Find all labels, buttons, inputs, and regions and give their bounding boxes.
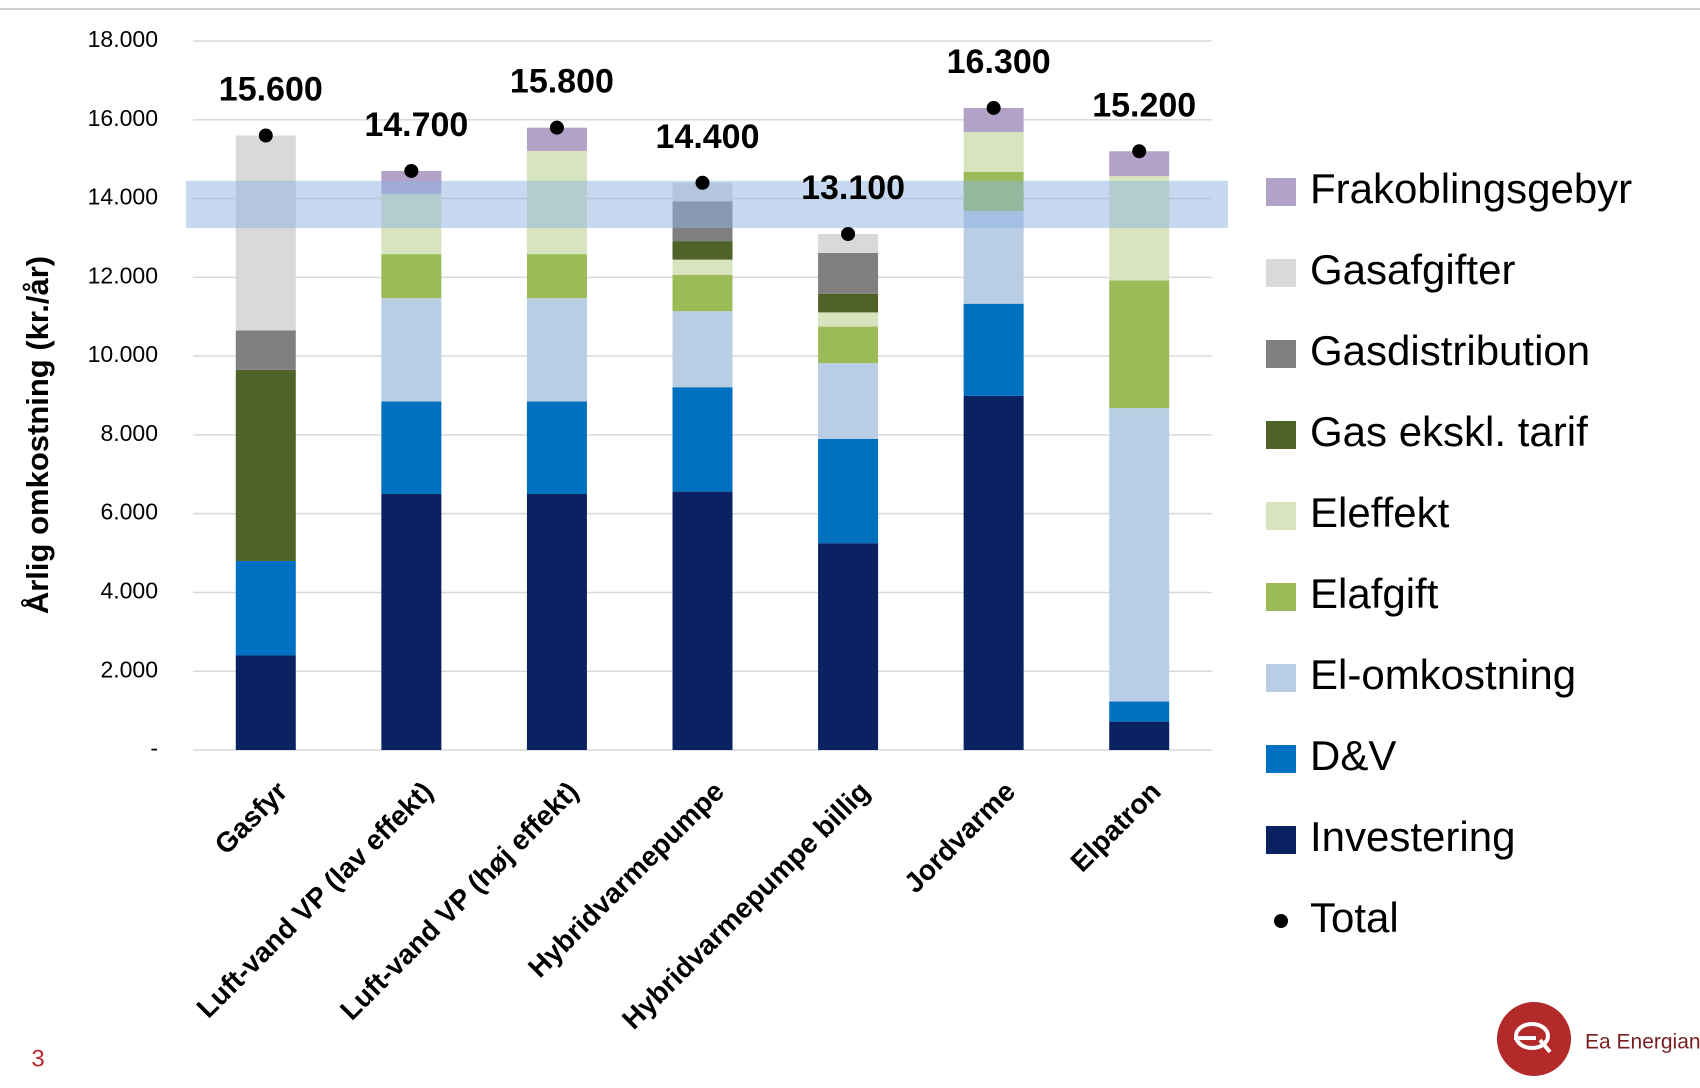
total-dot xyxy=(695,175,710,190)
total-label: 15.800 xyxy=(510,63,614,101)
total-dot xyxy=(986,100,1001,115)
logo-glyph xyxy=(1514,1022,1552,1054)
bar-segment xyxy=(963,303,1024,396)
total-label: 14.700 xyxy=(364,106,468,144)
total-dot xyxy=(841,227,856,242)
bar-segment xyxy=(818,234,879,253)
bar-segment xyxy=(672,241,733,260)
total-dot xyxy=(549,120,564,135)
bar-segment xyxy=(235,655,296,750)
legend-label: Eleffekt xyxy=(1310,489,1450,536)
legend-label: Gasafgifter xyxy=(1310,246,1515,293)
legend-label: D&V xyxy=(1310,732,1396,779)
bar-segment xyxy=(526,493,587,750)
y-tick-label: 18.000 xyxy=(88,26,158,52)
total-label: 15.600 xyxy=(219,71,323,109)
legend-swatch xyxy=(1266,421,1296,449)
logo-text: Ea Energian xyxy=(1585,1031,1700,1054)
bar-segment xyxy=(963,395,1024,750)
bar-segment xyxy=(526,254,587,299)
legend-swatch xyxy=(1266,178,1296,206)
y-tick-label: - xyxy=(150,735,158,761)
bar-segment xyxy=(381,493,442,750)
y-tick-label: 2.000 xyxy=(100,656,158,682)
bar-segment xyxy=(526,127,587,151)
bar-segment xyxy=(1109,408,1170,702)
page-number: 3 xyxy=(31,1045,44,1072)
y-tick-label: 8.000 xyxy=(100,420,158,446)
legend-label: Elafgift xyxy=(1310,570,1439,617)
bar-segment xyxy=(1109,701,1170,722)
y-axis-title: Årlig omkostning (kr./år) xyxy=(20,256,55,614)
bar-segment xyxy=(381,298,442,402)
legend-swatch xyxy=(1266,664,1296,692)
legend-swatch xyxy=(1266,259,1296,287)
legend-swatch xyxy=(1266,583,1296,611)
y-tick-label: 14.000 xyxy=(88,184,158,210)
legend-swatch xyxy=(1266,826,1296,854)
bar-segment xyxy=(235,369,296,561)
bar-segment xyxy=(235,330,296,370)
bar-segment xyxy=(818,293,879,313)
bar-segment xyxy=(235,560,296,656)
bar-segment xyxy=(672,491,733,750)
total-dot xyxy=(258,128,273,143)
bar-segment xyxy=(235,135,296,331)
legend-label: Frakoblingsgebyr xyxy=(1310,165,1632,212)
bar-segment xyxy=(818,363,879,439)
bar-segment xyxy=(672,311,733,388)
total-label: 14.400 xyxy=(656,118,760,156)
bar-segment xyxy=(818,438,879,544)
legend-label: Gasdistribution xyxy=(1310,327,1590,374)
bar-segment xyxy=(818,543,879,750)
legend-label: Investering xyxy=(1310,813,1515,860)
bar-segment xyxy=(381,401,442,494)
y-tick-label: 10.000 xyxy=(88,341,158,367)
bar-segment xyxy=(818,312,879,327)
bar-segment xyxy=(818,252,879,294)
y-tick-label: 12.000 xyxy=(88,262,158,288)
total-label: 15.200 xyxy=(1092,86,1196,124)
legend-label: Gas ekskl. tarif xyxy=(1310,408,1588,455)
legend-label: El-omkostning xyxy=(1310,651,1576,698)
legend-swatch xyxy=(1266,502,1296,530)
bar-segment xyxy=(381,254,442,299)
legend-label: Total xyxy=(1310,894,1399,941)
bar-segment xyxy=(1109,280,1170,409)
bar-segment xyxy=(672,274,733,312)
bar-segment xyxy=(672,259,733,275)
legend-swatch xyxy=(1266,745,1296,773)
legend-swatch xyxy=(1266,340,1296,368)
y-tick-label: 6.000 xyxy=(100,499,158,525)
bar-segment xyxy=(526,298,587,402)
total-label: 13.100 xyxy=(801,169,905,207)
bar-segment xyxy=(672,387,733,492)
bar-segment xyxy=(1109,721,1170,750)
y-tick-label: 4.000 xyxy=(100,578,158,604)
total-dot xyxy=(404,163,419,178)
y-tick-label: 16.000 xyxy=(88,105,158,131)
bar-segment xyxy=(963,131,1024,172)
bar-segment xyxy=(526,401,587,494)
total-label: 16.300 xyxy=(947,43,1051,81)
total-dot xyxy=(1132,144,1147,159)
legend-dot xyxy=(1274,914,1288,928)
highlight-band xyxy=(186,180,1228,229)
bar-segment xyxy=(818,326,879,364)
